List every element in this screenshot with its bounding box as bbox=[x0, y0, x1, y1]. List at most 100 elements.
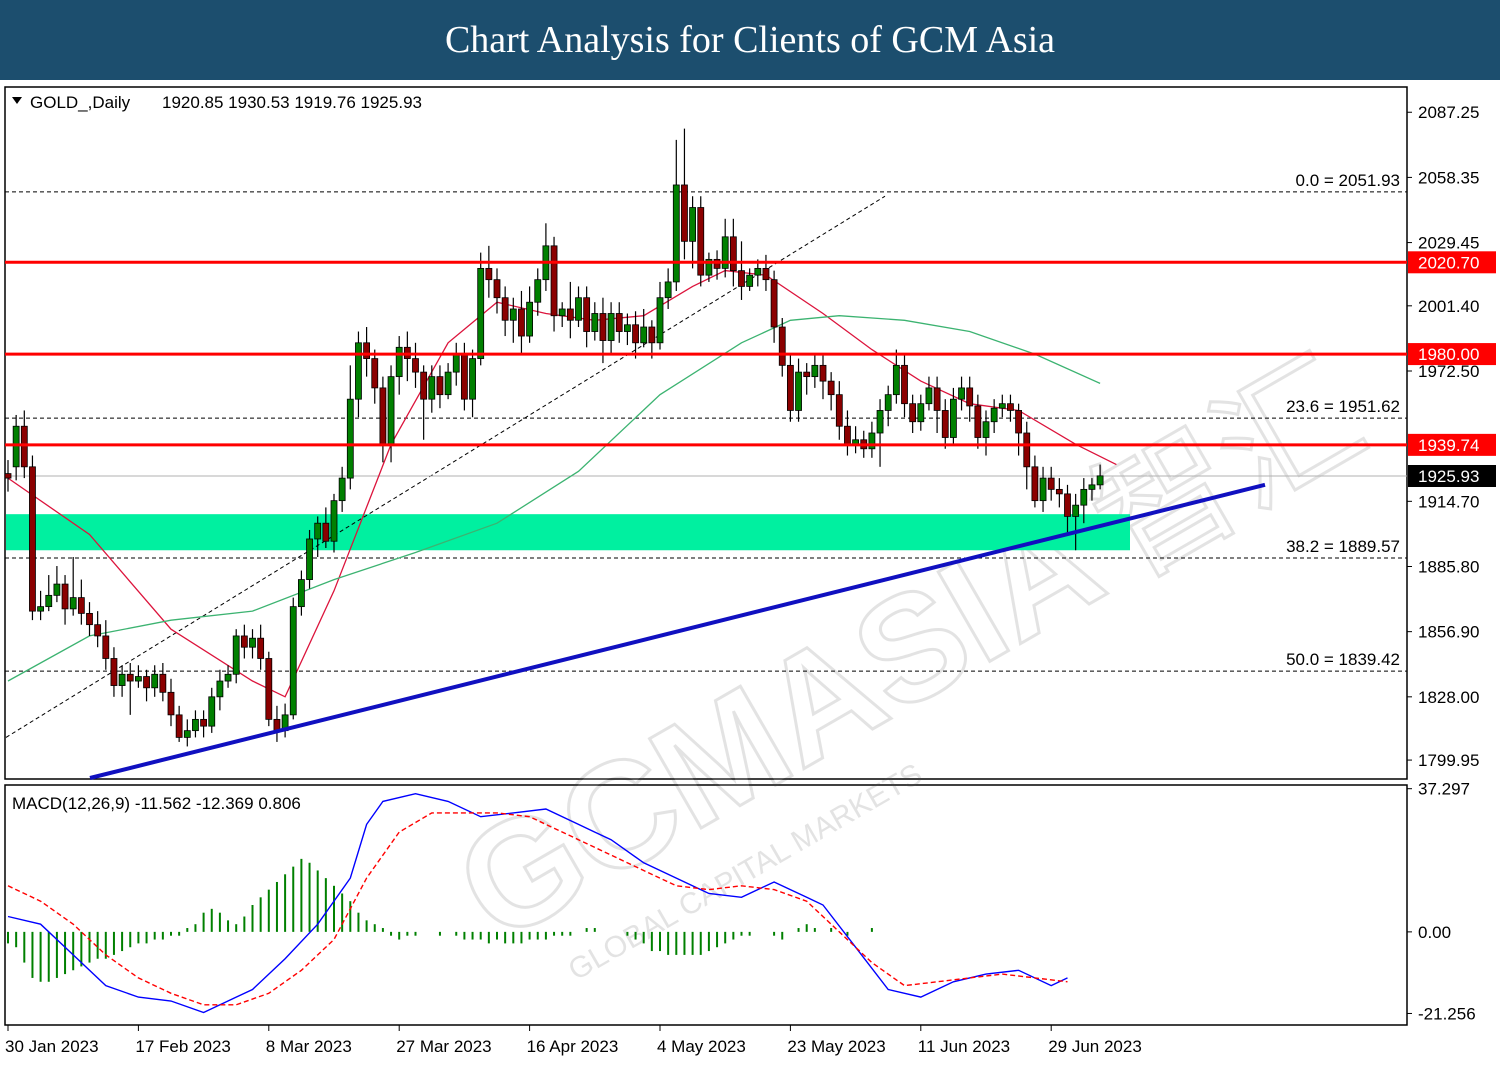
candle-body bbox=[45, 594, 53, 608]
y-tick-label: 1885.80 bbox=[1418, 557, 1479, 576]
candle-body bbox=[526, 301, 533, 337]
date-axis: 30 Jan 2023 17 Feb 2023 8 Mar 2023 27 Mar 2… bbox=[5, 1025, 1142, 1056]
candle-body bbox=[844, 425, 851, 445]
candle-body bbox=[224, 673, 232, 682]
x-tick-label: 8 Mar 2023 bbox=[266, 1037, 352, 1056]
candle-body bbox=[200, 718, 208, 727]
fib-label: 0.0 = 2051.93 bbox=[1296, 171, 1400, 190]
candle-body bbox=[37, 606, 44, 612]
level-tag bbox=[1408, 433, 1496, 456]
candle-body bbox=[20, 425, 28, 468]
candle-body bbox=[591, 313, 599, 332]
candle-body bbox=[941, 410, 949, 438]
support-zone bbox=[6, 514, 1130, 551]
candle-body bbox=[705, 258, 713, 276]
candle-body bbox=[436, 376, 444, 396]
candle-body bbox=[240, 635, 248, 648]
candle-body bbox=[868, 432, 876, 450]
candle-body bbox=[640, 326, 648, 344]
y-tick-label: 1914.70 bbox=[1418, 492, 1479, 511]
candle-body bbox=[118, 673, 126, 686]
symbol-label: GOLD_,Daily bbox=[30, 93, 131, 112]
candle-body bbox=[102, 635, 110, 659]
candle-body bbox=[501, 297, 509, 321]
candle-body bbox=[257, 637, 265, 659]
candle-body bbox=[1096, 475, 1104, 486]
candle-body bbox=[1047, 477, 1055, 490]
candle-body bbox=[428, 376, 436, 400]
candle-body bbox=[412, 358, 419, 373]
candle-body bbox=[208, 696, 216, 727]
candle-body bbox=[444, 371, 452, 396]
candle-body bbox=[297, 579, 305, 608]
candle-body bbox=[518, 308, 525, 337]
x-tick-label: 27 Mar 2023 bbox=[396, 1037, 491, 1056]
candle-body bbox=[395, 346, 403, 378]
candle-body bbox=[53, 583, 61, 596]
price-axis: 2087.25 2058.35 2029.45 2001.40 1972.50 1914.… bbox=[1407, 103, 1496, 1023]
candle-body bbox=[61, 583, 69, 610]
level-tag-label: 1939.74 bbox=[1418, 436, 1479, 455]
candle-body bbox=[289, 606, 297, 716]
candle-body bbox=[452, 353, 460, 373]
candle-body bbox=[746, 274, 754, 287]
candle-body bbox=[143, 676, 150, 689]
candle-body bbox=[909, 403, 917, 423]
fib-label: 50.0 = 1839.42 bbox=[1286, 650, 1400, 669]
candle-body bbox=[110, 658, 118, 686]
candle-body bbox=[314, 522, 322, 540]
y-tick-label: 1828.00 bbox=[1418, 688, 1479, 707]
candle-body bbox=[460, 353, 468, 400]
candle-body bbox=[493, 279, 501, 299]
candle-body bbox=[1015, 410, 1022, 434]
candle-body bbox=[566, 308, 574, 321]
candle-body bbox=[94, 624, 102, 637]
candle-body bbox=[1007, 403, 1014, 411]
candle-body bbox=[974, 405, 982, 438]
y-tick-label: 2058.35 bbox=[1418, 168, 1479, 187]
candle-body bbox=[803, 371, 811, 378]
candle-body bbox=[827, 380, 835, 396]
candle-body bbox=[338, 477, 346, 502]
fib-label: 23.6 = 1951.62 bbox=[1286, 397, 1400, 416]
candle-body bbox=[371, 358, 379, 389]
candle-body bbox=[1064, 493, 1071, 517]
candle-body bbox=[1072, 504, 1080, 517]
candle-body bbox=[4, 473, 12, 479]
candle-body bbox=[901, 364, 908, 405]
candle-body bbox=[624, 324, 631, 332]
candle-body bbox=[77, 597, 85, 614]
candle-body bbox=[12, 425, 20, 468]
candle-body bbox=[664, 281, 672, 299]
symbol-dropdown-icon[interactable] bbox=[12, 97, 22, 104]
current-price-tag bbox=[1408, 465, 1496, 488]
candle-body bbox=[892, 364, 900, 396]
candle-body bbox=[656, 297, 664, 344]
candle-body bbox=[917, 403, 925, 423]
candle-body bbox=[966, 387, 974, 407]
candle-body bbox=[990, 407, 998, 423]
candle-body bbox=[355, 342, 362, 400]
macd-panel[interactable] bbox=[4, 784, 1408, 1026]
macd-label: MACD(12,26,9) -11.562 -12.369 0.806 bbox=[12, 794, 301, 813]
candle-body bbox=[134, 676, 142, 682]
x-tick-label: 4 May 2023 bbox=[657, 1037, 746, 1056]
candle-body bbox=[330, 500, 338, 542]
candle-body bbox=[689, 207, 696, 242]
candle-body bbox=[183, 730, 191, 738]
level-tag-label: 1980.00 bbox=[1418, 345, 1479, 364]
candle-body bbox=[950, 398, 957, 438]
candle-body bbox=[884, 394, 892, 411]
candle-body bbox=[811, 364, 819, 378]
candle-body bbox=[322, 522, 330, 542]
candle-body bbox=[550, 245, 558, 317]
fib-label: 38.2 = 1889.57 bbox=[1286, 537, 1400, 556]
level-tag bbox=[1408, 343, 1496, 366]
candle-body bbox=[778, 326, 786, 366]
candle-body bbox=[216, 680, 224, 698]
candle-body bbox=[1080, 488, 1088, 506]
candle-body bbox=[29, 466, 36, 612]
candle-body bbox=[1031, 466, 1039, 502]
candle-body bbox=[159, 673, 167, 693]
